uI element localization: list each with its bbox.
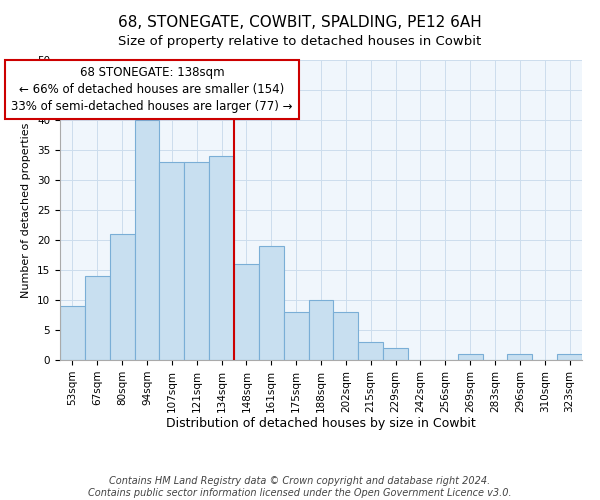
Bar — [334, 312, 358, 360]
Bar — [259, 246, 284, 360]
Bar — [110, 234, 134, 360]
Y-axis label: Number of detached properties: Number of detached properties — [22, 122, 31, 298]
Bar — [184, 162, 209, 360]
Bar — [508, 354, 532, 360]
Text: 68 STONEGATE: 138sqm
← 66% of detached houses are smaller (154)
33% of semi-deta: 68 STONEGATE: 138sqm ← 66% of detached h… — [11, 66, 293, 113]
Text: Contains HM Land Registry data © Crown copyright and database right 2024.
Contai: Contains HM Land Registry data © Crown c… — [88, 476, 512, 498]
Bar — [85, 276, 110, 360]
Bar — [308, 300, 334, 360]
Bar — [134, 120, 160, 360]
X-axis label: Distribution of detached houses by size in Cowbit: Distribution of detached houses by size … — [166, 418, 476, 430]
Text: Size of property relative to detached houses in Cowbit: Size of property relative to detached ho… — [118, 35, 482, 48]
Bar — [358, 342, 383, 360]
Bar — [557, 354, 582, 360]
Bar — [383, 348, 408, 360]
Bar — [160, 162, 184, 360]
Bar — [458, 354, 482, 360]
Bar — [284, 312, 308, 360]
Bar — [60, 306, 85, 360]
Bar — [234, 264, 259, 360]
Text: 68, STONEGATE, COWBIT, SPALDING, PE12 6AH: 68, STONEGATE, COWBIT, SPALDING, PE12 6A… — [118, 15, 482, 30]
Bar — [209, 156, 234, 360]
